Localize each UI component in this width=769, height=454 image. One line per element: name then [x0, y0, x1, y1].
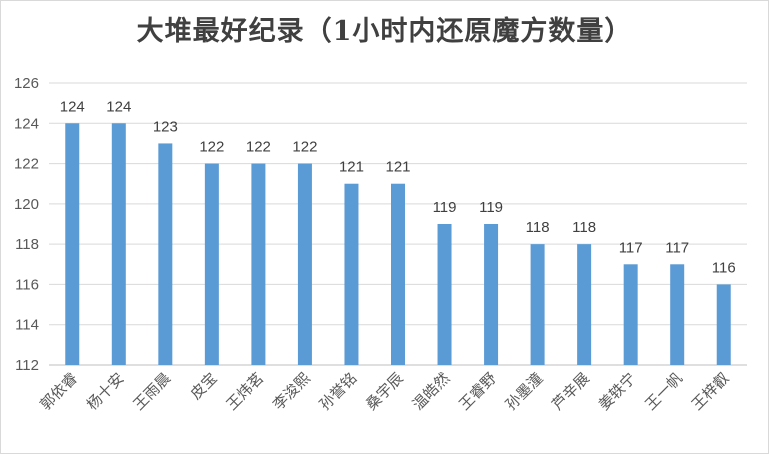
bar: [111, 123, 126, 366]
bar: [158, 143, 173, 365]
x-tick-label: 姜轶宁: [595, 369, 640, 414]
data-label: 124: [106, 98, 131, 115]
bar: [623, 264, 638, 365]
x-tick-label: 王一帆: [641, 369, 686, 414]
data-label: 122: [246, 139, 271, 156]
x-tick-label: 皮宝: [187, 369, 221, 403]
data-label: 118: [572, 219, 596, 236]
bar: [297, 163, 312, 365]
bar: [484, 224, 499, 365]
data-label: 122: [199, 139, 224, 156]
data-label: 119: [433, 199, 457, 216]
data-label: 123: [153, 118, 178, 135]
x-tick-label: 王梓叡: [688, 369, 733, 414]
bar: [437, 224, 452, 365]
y-tick-label: 124: [14, 115, 39, 132]
x-tick-label: 桑宇辰: [362, 369, 407, 414]
data-label: 121: [339, 159, 364, 176]
x-tick-label: 王睿野: [455, 369, 500, 414]
x-tick-label: 孙誉铭: [316, 369, 361, 414]
bar: [391, 183, 405, 365]
x-tick-label: 李浚熙: [269, 369, 314, 414]
y-tick-label: 120: [14, 196, 39, 213]
bar: [204, 163, 219, 365]
x-tick-label: 王炜茗: [223, 369, 268, 414]
bar: [344, 183, 359, 365]
data-label: 124: [60, 98, 85, 115]
y-tick-label: 126: [14, 75, 39, 92]
y-tick-label: 114: [15, 317, 39, 334]
data-label: 116: [712, 259, 736, 276]
y-tick-label: 122: [14, 156, 39, 173]
x-tick-label: 温皓然: [409, 369, 454, 414]
x-tick-label: 王雨晨: [130, 369, 175, 414]
x-tick-label: 杨十安: [83, 369, 128, 414]
data-label: 118: [526, 219, 550, 236]
x-tick-label: 芦辛展: [548, 369, 593, 414]
bar: [670, 264, 685, 365]
bar: [251, 163, 266, 365]
x-tick-label: 孙墨潼: [502, 369, 547, 414]
bar: [716, 284, 731, 365]
x-tick-label: 郭依睿: [37, 369, 82, 414]
y-tick-label: 112: [15, 357, 39, 374]
bar: [577, 244, 592, 365]
data-label: 122: [292, 139, 317, 156]
bar: [65, 123, 80, 366]
y-tick-label: 116: [15, 276, 39, 293]
data-label: 121: [385, 159, 410, 176]
data-label: 117: [619, 239, 643, 256]
chart-title: 大堆最好纪录（1小时内还原魔方数量）: [136, 16, 633, 47]
data-label: 117: [665, 239, 689, 256]
data-label: 119: [479, 199, 503, 216]
bar: [530, 244, 545, 365]
y-tick-label: 118: [15, 236, 39, 253]
